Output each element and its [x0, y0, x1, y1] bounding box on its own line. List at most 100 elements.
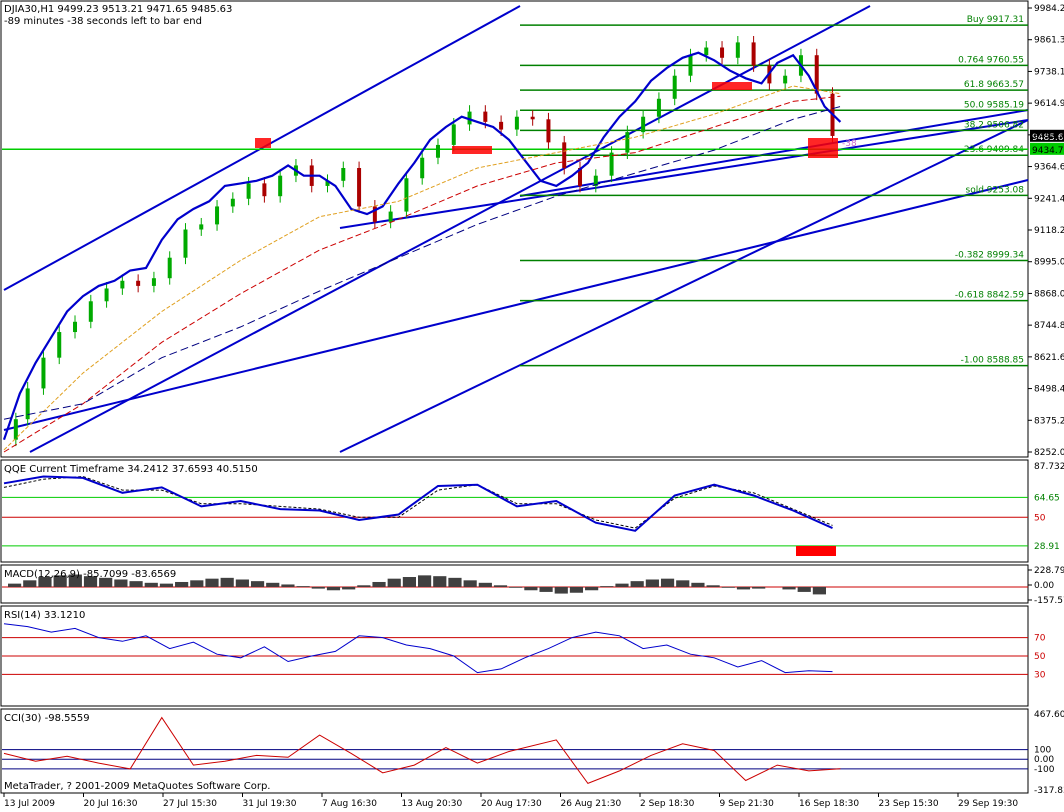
macd-bar — [615, 583, 629, 587]
price-y-tick-label: 9241.45 — [1034, 194, 1064, 204]
price-y-tick-label: 8252.00 — [1034, 448, 1064, 458]
rsi-y-label: 50 — [1034, 652, 1046, 662]
price-y-tick-label: 8868.00 — [1034, 289, 1064, 299]
cci-line — [3, 716, 841, 785]
cci-y-label: -317.83 — [1034, 786, 1064, 796]
cci-pane — [0, 708, 1029, 794]
candle-body — [467, 111, 472, 125]
macd-bar — [524, 586, 538, 591]
current-level-label: 9434.71 — [1032, 146, 1064, 156]
candle-body — [341, 167, 346, 181]
candle-body — [783, 75, 788, 84]
signal-marker — [255, 138, 271, 148]
qqe-y-label: 87.7328 — [1034, 462, 1064, 472]
fib-level-label: sold 9253.08 — [966, 185, 1025, 195]
macd-bar — [266, 582, 280, 587]
candle-body — [735, 42, 740, 58]
candle-body — [199, 224, 204, 230]
macd-bar — [83, 576, 98, 587]
macd-bar — [736, 586, 751, 590]
candle-body — [246, 183, 251, 199]
qqe-title: QQE Current Timeframe 34.2412 37.6593 40… — [4, 464, 258, 475]
macd-bar — [630, 581, 644, 587]
fib-level-label: 50.0 9585.19 — [964, 100, 1024, 110]
symbol-header: DJIA30,H1 9499.23 9513.21 9471.65 9485.6… — [4, 4, 232, 15]
macd-bar — [569, 586, 584, 593]
fib-level-label: 23.6 9409.84 — [964, 145, 1024, 155]
ma-red-line — [3, 95, 841, 453]
x-tick-label: 29 Sep 19:30 — [958, 799, 1018, 809]
price-y-tick-label: 8995.00 — [1034, 258, 1064, 268]
price-y-tick-label: 9364.65 — [1034, 163, 1064, 173]
macd-bar — [478, 582, 492, 587]
candle-body — [530, 116, 535, 120]
candle-body — [704, 47, 709, 56]
macd-bar — [812, 586, 826, 595]
macd-bar — [281, 584, 295, 587]
candle-body — [262, 183, 267, 197]
cci-title: CCI(30) -98.5559 — [4, 713, 90, 724]
macd-bar — [554, 586, 568, 594]
signal-marker — [452, 146, 492, 154]
macd-bar — [752, 586, 766, 589]
qqe-main-line — [3, 475, 833, 532]
candle-body — [609, 152, 614, 176]
macd-bar — [114, 579, 128, 587]
macd-bar — [357, 585, 371, 587]
price-y-tick-label: 8375.20 — [1034, 416, 1064, 426]
candle-body — [672, 75, 677, 99]
cci-y-label: 0.00 — [1034, 755, 1054, 765]
macd-bar — [539, 586, 553, 592]
cci-y-label: 467.604 — [1034, 710, 1064, 720]
signal-marker — [712, 82, 752, 90]
candle-body — [751, 42, 756, 66]
candle-body — [388, 211, 393, 222]
candle-body — [625, 132, 630, 153]
fib-level-label: Buy 9917.31 — [967, 15, 1024, 25]
current-price-tag — [1030, 129, 1064, 142]
channel-line — [339, 119, 1029, 453]
rsi-y-label: 70 — [1034, 634, 1046, 644]
macd-bar — [53, 575, 67, 587]
channel-line — [29, 5, 871, 453]
candle-body — [183, 229, 188, 258]
candle-body — [435, 144, 440, 158]
macd-bar — [585, 586, 599, 591]
price-y-tick-label: 9491.70 — [1034, 131, 1064, 141]
macd-bar — [782, 586, 796, 590]
cci-y-label: 100 — [1034, 746, 1051, 756]
price-y-tick-label: 9984.20 — [1034, 4, 1064, 14]
candle-body — [514, 116, 519, 130]
candle-body — [578, 167, 583, 186]
candle-body — [656, 98, 661, 117]
candle-body — [13, 419, 18, 440]
macd-bar — [159, 583, 174, 587]
price-y-tick-label: 9861.30 — [1034, 36, 1064, 46]
x-tick-label: 23 Sep 15:30 — [879, 799, 939, 809]
macd-bar — [250, 581, 265, 587]
macd-bar — [387, 578, 401, 587]
macd-bar — [676, 580, 690, 587]
candle-body — [593, 175, 598, 186]
rsi-line — [3, 623, 833, 674]
timer-text: -89 minutes -38 seconds left to bar end — [4, 16, 202, 27]
fib-level-label: 0.764 9760.55 — [958, 55, 1024, 65]
candle-body — [230, 198, 235, 207]
macd-bar — [402, 577, 416, 587]
cci-y-label: -100 — [1034, 765, 1055, 775]
candle-body — [325, 180, 330, 186]
ema-line — [2, 51, 842, 441]
macd-bar — [721, 586, 735, 588]
rsi-y-label: 30 — [1034, 670, 1046, 680]
macd-bar — [645, 579, 659, 587]
macd-bar — [190, 580, 204, 587]
x-tick-label: 27 Jul 15:30 — [163, 799, 217, 809]
candle-body — [104, 288, 109, 302]
copyright-text: MetaTrader, ? 2001-2009 MetaQuotes Softw… — [4, 781, 270, 792]
macd-bar — [296, 586, 310, 587]
channel-line — [339, 119, 1029, 229]
macd-bar — [706, 585, 720, 587]
candle-body — [814, 55, 819, 94]
candle-body — [57, 332, 62, 358]
